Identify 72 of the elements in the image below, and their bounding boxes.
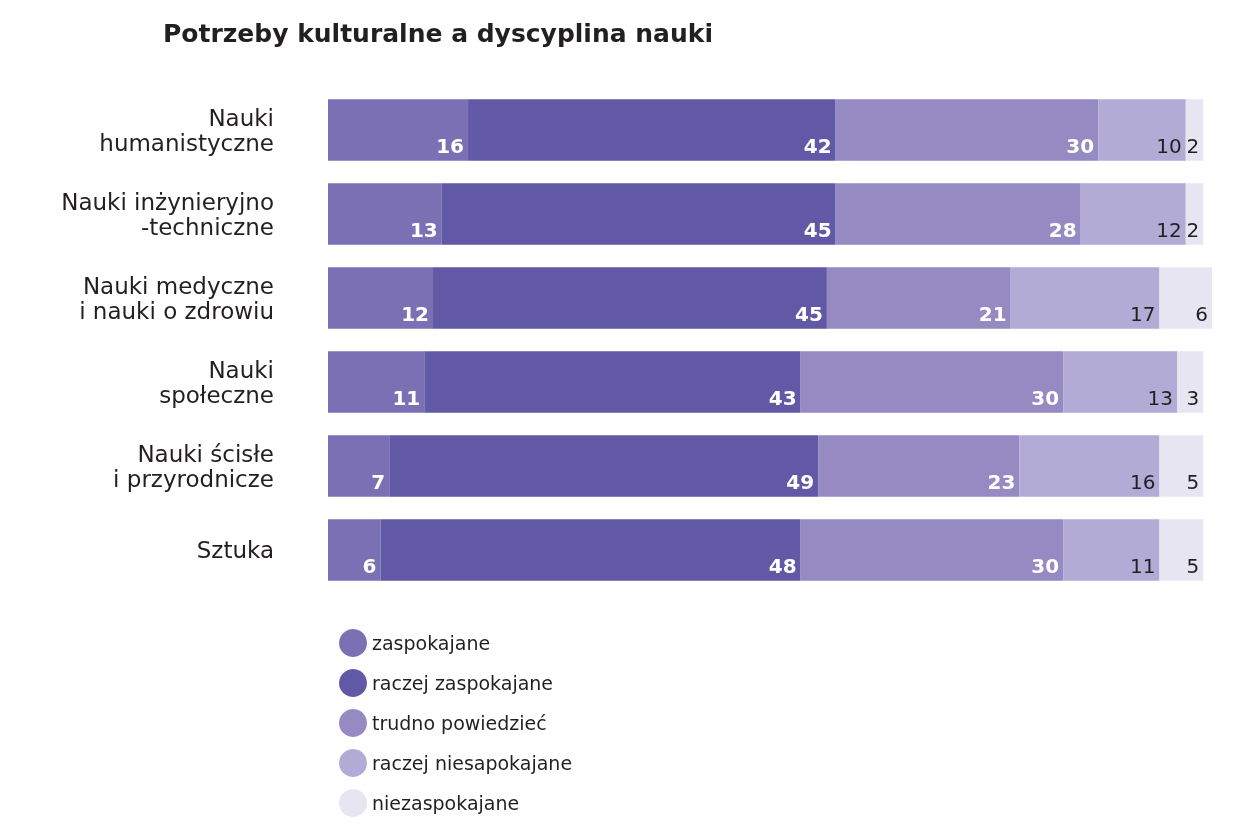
bar — [1010, 267, 1160, 329]
data-label: 12 — [401, 302, 430, 326]
y-tick-label: Nauki medyczne i nauki o zdrowiu — [79, 272, 274, 324]
bar — [328, 435, 390, 497]
data-label: 23 — [987, 470, 1016, 494]
data-label: 5 — [1186, 470, 1200, 494]
legend-label: niezaspokajane — [372, 792, 520, 814]
bar — [835, 99, 1099, 161]
data-label: 12 — [1156, 218, 1182, 242]
legend-label: raczej zaspokajane — [372, 672, 554, 694]
data-label: 30 — [1031, 386, 1060, 410]
y-tick-label: Nauki ścisłe i przyrodnicze — [113, 440, 274, 492]
bar — [328, 519, 381, 581]
bar — [1019, 435, 1160, 497]
data-label: 45 — [803, 218, 832, 242]
bar — [1185, 99, 1204, 161]
bar — [1159, 267, 1212, 329]
bar — [468, 99, 836, 161]
y-tick-label: Nauki społeczne — [159, 356, 274, 408]
bar — [800, 519, 1064, 581]
bar — [328, 351, 425, 413]
bar — [1185, 183, 1204, 245]
data-label: 42 — [803, 134, 832, 158]
bar — [424, 351, 801, 413]
data-label: 21 — [978, 302, 1007, 326]
bar — [835, 183, 1081, 245]
bar — [328, 267, 434, 329]
data-label: 10 — [1156, 134, 1182, 158]
data-label: 43 — [768, 386, 797, 410]
bar — [1098, 99, 1186, 161]
data-label: 11 — [392, 386, 421, 410]
data-label: 13 — [409, 218, 438, 242]
bar — [1063, 351, 1177, 413]
bar — [1159, 435, 1204, 497]
data-label: 30 — [1066, 134, 1095, 158]
data-label: 5 — [1186, 554, 1200, 578]
bar — [380, 519, 801, 581]
chart-title: Potrzeby kulturalne a dyscyplina nauki — [163, 19, 713, 48]
data-label: 30 — [1031, 554, 1060, 578]
data-label: 16 — [1130, 470, 1156, 494]
data-label: 6 — [362, 554, 377, 578]
data-label: 28 — [1048, 218, 1077, 242]
legend-label: trudno powiedzieć — [372, 712, 547, 734]
bar — [800, 351, 1064, 413]
bar — [328, 99, 469, 161]
bar — [1159, 519, 1204, 581]
data-label: 7 — [371, 470, 386, 494]
legend-label: zaspokajane — [372, 632, 491, 654]
y-tick-label: Nauki humanistyczne — [99, 104, 274, 156]
data-label: 2 — [1186, 218, 1200, 242]
bar — [1176, 351, 1204, 413]
data-label: 6 — [1195, 302, 1208, 326]
data-label: 17 — [1130, 302, 1156, 326]
y-tick-label: Sztuka — [196, 537, 274, 563]
y-tick-label: Nauki inżynieryjno -techniczne — [61, 188, 274, 240]
bar — [433, 267, 827, 329]
bar — [389, 435, 819, 497]
bar — [441, 183, 836, 245]
data-label: 3 — [1186, 386, 1200, 410]
legend-label: raczej niesapokajane — [372, 752, 573, 774]
data-label: 48 — [768, 554, 797, 578]
data-label: 13 — [1147, 386, 1173, 410]
data-label: 16 — [436, 134, 465, 158]
bar — [1080, 183, 1186, 245]
bar — [826, 267, 1011, 329]
data-label: 11 — [1130, 554, 1156, 578]
data-label: 49 — [786, 470, 815, 494]
data-label: 45 — [795, 302, 823, 326]
bar — [818, 435, 1020, 497]
bar — [1063, 519, 1160, 581]
data-label: 2 — [1186, 134, 1200, 158]
bar — [328, 183, 442, 245]
